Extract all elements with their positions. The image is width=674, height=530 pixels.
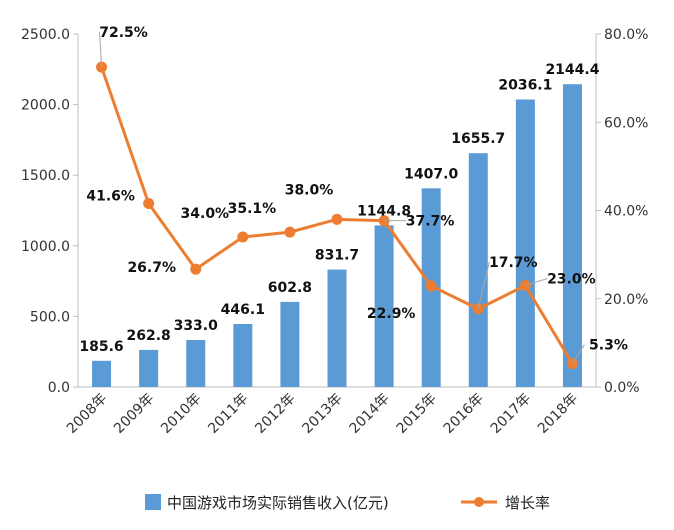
line-point (143, 197, 155, 209)
line-value-label: 17.7% (489, 255, 538, 271)
axes: 0.0 500.0 1000.0 1500.0 2000.0 2500.0 0.0% 20.0… (21, 27, 648, 396)
x-tick-label: 2015年 (394, 391, 440, 437)
y-right-tick-label: 40.0% (604, 204, 648, 220)
x-tick-label: 2011年 (205, 391, 251, 437)
x-tick-label: 2012年 (252, 391, 298, 437)
line-series (96, 61, 578, 370)
legend: 中国游戏市场实际销售收入(亿元) 增长率 (145, 494, 550, 512)
bar (92, 360, 112, 387)
line-value-label: 23.0% (547, 272, 596, 288)
line-point (237, 231, 249, 243)
label-leader-line (525, 278, 548, 286)
y-left-tick-label: 500.0 (30, 309, 70, 325)
label-leader-line (99, 32, 103, 68)
line-value-label: 35.1% (228, 201, 277, 217)
bar-series (92, 84, 582, 387)
x-tick-label: 2018年 (535, 391, 581, 437)
line-value-label: 22.9% (367, 306, 416, 322)
bar-value-label: 333.0 (174, 318, 219, 334)
line-value-label: 37.7% (406, 214, 455, 230)
bar (562, 84, 582, 387)
label-leader-line (572, 344, 585, 364)
bar (280, 301, 300, 387)
bar (327, 269, 347, 387)
line-point (284, 226, 296, 238)
bar (515, 99, 535, 387)
legend-bar-swatch (145, 494, 161, 510)
line-point (190, 263, 202, 275)
bar-value-label: 831.7 (315, 248, 359, 264)
bar (468, 153, 488, 387)
x-tick-label: 2014年 (347, 391, 393, 437)
bar (374, 225, 394, 387)
bar-value-label: 1655.7 (451, 131, 505, 147)
bar (233, 324, 253, 387)
line-point (331, 213, 343, 225)
legend-line-label: 增长率 (505, 494, 550, 512)
line-point (425, 280, 437, 292)
y-right-tick-label: 80.0% (604, 27, 648, 43)
x-tick-label: 2013年 (299, 391, 345, 437)
bar (186, 339, 206, 387)
bar-value-label: 446.1 (221, 302, 265, 318)
y-right-tick-label: 0.0% (604, 380, 640, 396)
bar-value-label: 1407.0 (404, 166, 458, 182)
x-tick-label: 2010年 (158, 391, 204, 437)
y-left-tick-label: 2000.0 (21, 98, 70, 114)
bar-value-label: 2144.4 (545, 62, 599, 78)
legend-line-marker (474, 497, 484, 507)
x-tick-label: 2016年 (441, 391, 487, 437)
y-left-tick-label: 1500.0 (21, 168, 70, 184)
line-value-label: 34.0% (181, 206, 230, 222)
y-right-tick-label: 60.0% (604, 115, 648, 131)
line-value-label: 72.5% (99, 25, 148, 41)
bar-value-label: 185.6 (79, 339, 123, 355)
x-ticks: 2008年 2009年 2010年 2011年 2012年 2013年 2014年 2015年… (64, 391, 581, 437)
bar-value-label: 602.8 (268, 280, 312, 296)
y-left-tick-label: 2500.0 (21, 27, 70, 43)
bar (139, 349, 159, 387)
bar-value-label: 2036.1 (498, 78, 552, 94)
x-tick-label: 2008年 (64, 391, 110, 437)
bar-value-label: 1144.8 (357, 203, 411, 219)
legend-bar-label: 中国游戏市场实际销售收入(亿元) (167, 494, 389, 512)
line-labels: 72.5% 41.6% 26.7% 34.0%35.1% 38.0% 37.7% 22.9%… (86, 25, 628, 364)
y-left-tick-label: 1000.0 (21, 239, 70, 255)
line-value-label: 38.0% (285, 182, 334, 198)
y-right-tick-label: 20.0% (604, 292, 648, 308)
line-value-label: 41.6% (86, 188, 135, 204)
line-value-label: 5.3% (589, 338, 628, 354)
y-left-tick-label: 0.0 (48, 380, 70, 396)
bar-value-label: 262.8 (126, 328, 170, 344)
x-tick-label: 2017年 (488, 391, 534, 437)
label-leader-line (477, 261, 490, 310)
line-value-label: 26.7% (127, 260, 176, 276)
x-tick-label: 2009年 (111, 391, 157, 437)
